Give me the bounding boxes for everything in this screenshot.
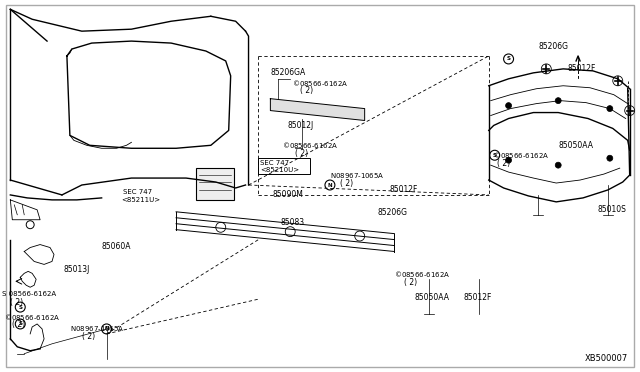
Text: <85210U>: <85210U> <box>260 167 300 173</box>
Text: XB500007: XB500007 <box>584 354 628 363</box>
Text: $\copyright$08566-6162A: $\copyright$08566-6162A <box>4 312 61 322</box>
Text: <85211U>: <85211U> <box>122 197 161 203</box>
Text: S: S <box>493 153 497 158</box>
Text: 85090M: 85090M <box>273 190 303 199</box>
Text: 85012F: 85012F <box>464 293 492 302</box>
Text: S: S <box>507 57 511 61</box>
Polygon shape <box>270 99 365 121</box>
Circle shape <box>556 162 561 168</box>
Text: ( 2): ( 2) <box>497 159 510 168</box>
Text: 85206G: 85206G <box>378 208 408 217</box>
Text: SEC 747: SEC 747 <box>260 160 289 166</box>
Text: ( 2): ( 2) <box>340 179 353 187</box>
Text: $\copyright$08566-6162A: $\copyright$08566-6162A <box>394 269 451 279</box>
Text: 85050AA: 85050AA <box>414 293 449 302</box>
Text: N: N <box>104 326 109 331</box>
Text: N: N <box>328 183 332 187</box>
Text: ( 2): ( 2) <box>12 320 26 330</box>
Text: $\mathregular{N}$08967-1065A: $\mathregular{N}$08967-1065A <box>70 324 124 333</box>
Text: $\copyright$08566-6162A: $\copyright$08566-6162A <box>282 140 339 150</box>
Text: 85206G: 85206G <box>538 42 568 51</box>
Text: ( 2): ( 2) <box>10 298 24 307</box>
Text: 85012F: 85012F <box>568 64 596 73</box>
Text: 85060A: 85060A <box>102 242 131 251</box>
Circle shape <box>506 103 511 109</box>
Text: 85050AA: 85050AA <box>558 141 593 150</box>
Text: S 08566-6162A: S 08566-6162A <box>3 291 56 297</box>
Text: 85083: 85083 <box>280 218 305 227</box>
Text: ( 2): ( 2) <box>82 332 95 341</box>
Text: $\mathregular{N}$08967-1065A: $\mathregular{N}$08967-1065A <box>330 171 385 180</box>
Text: ( 2): ( 2) <box>295 149 308 158</box>
Text: 85012J: 85012J <box>287 121 314 130</box>
Text: 85012F: 85012F <box>390 186 418 195</box>
Text: ( 2): ( 2) <box>404 278 417 287</box>
Text: 85206GA: 85206GA <box>270 68 306 77</box>
Circle shape <box>506 157 511 163</box>
Text: ( 2): ( 2) <box>300 86 313 95</box>
Circle shape <box>556 98 561 104</box>
Text: $\copyright$08566-6162A: $\copyright$08566-6162A <box>292 78 349 88</box>
Text: 85010S: 85010S <box>598 205 627 214</box>
Text: SEC 747: SEC 747 <box>124 189 152 195</box>
Text: S: S <box>19 305 22 310</box>
Circle shape <box>607 106 612 112</box>
Text: 85013J: 85013J <box>64 265 90 274</box>
Text: $\copyright$08566-6162A: $\copyright$08566-6162A <box>493 150 549 160</box>
Circle shape <box>607 155 612 161</box>
Bar <box>196 168 234 200</box>
Text: S: S <box>19 321 22 327</box>
Bar <box>259 158 310 174</box>
